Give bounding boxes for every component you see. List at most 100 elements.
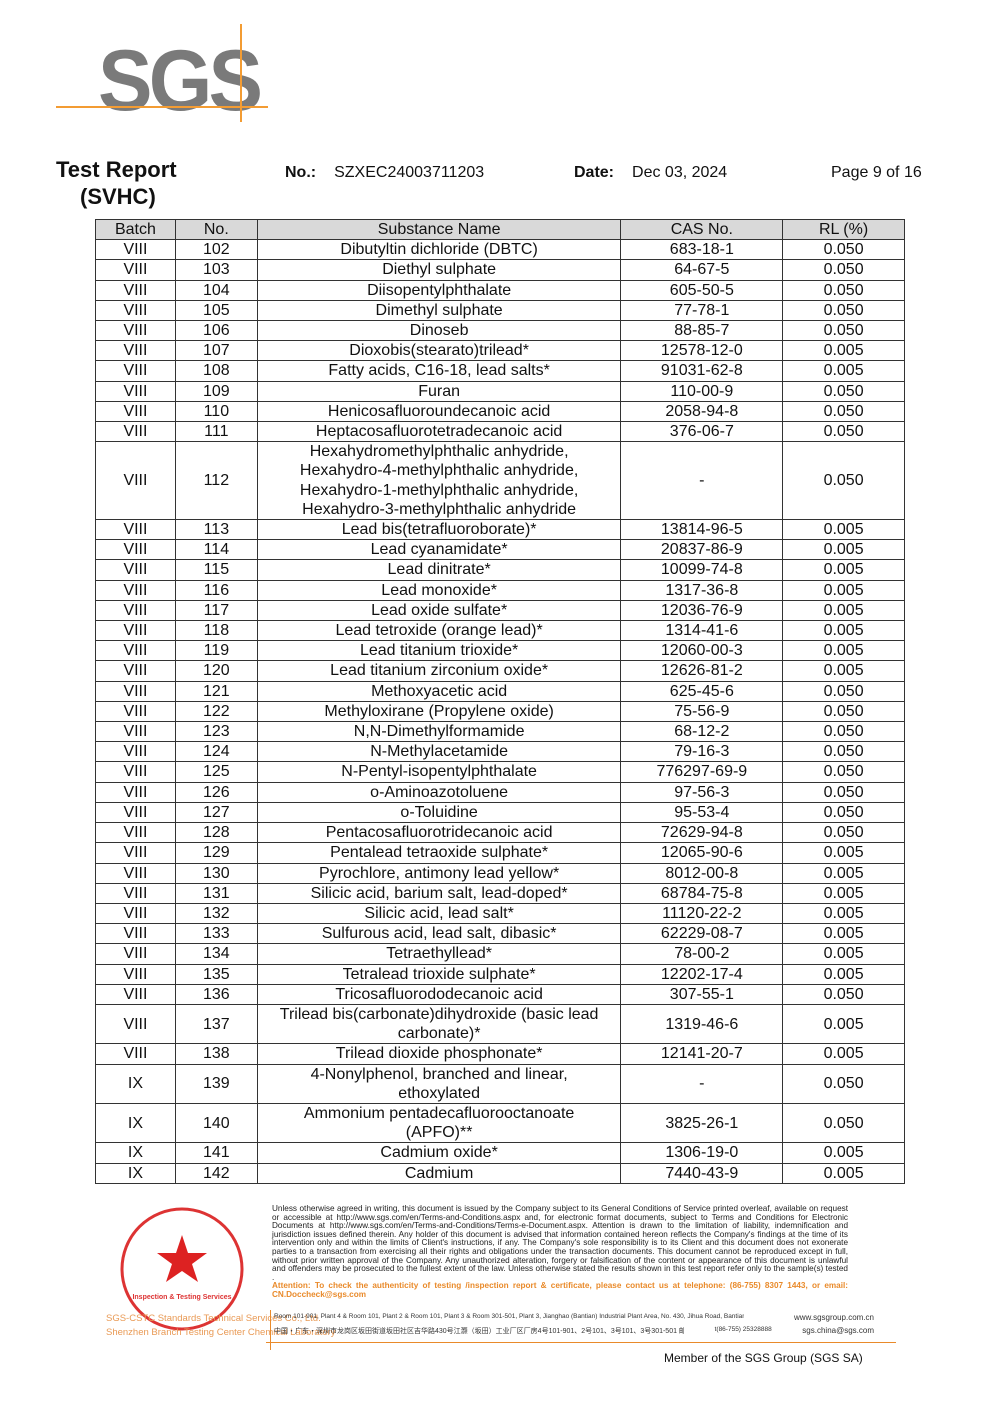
cell-no: 105 bbox=[174, 299, 258, 322]
header-cas: CAS No. bbox=[620, 218, 784, 241]
cell-substance: Diethyl sulphate bbox=[256, 259, 622, 281]
cell-no: 141 bbox=[174, 1142, 258, 1164]
cell-rl: 0.005 bbox=[782, 1162, 905, 1184]
cell-no: 125 bbox=[174, 761, 258, 783]
company-line-2: Shenzhen Branch Testing Center Chemical … bbox=[106, 1327, 336, 1338]
cell-rl: 0.005 bbox=[782, 1043, 905, 1065]
cell-substance: Ammonium pentadecafluorooctanoate (APFO)… bbox=[256, 1102, 622, 1144]
cell-cas: 110-00-9 bbox=[620, 380, 784, 402]
company-seal-stamp: Inspection & Testing Services bbox=[120, 1207, 244, 1331]
cell-rl: 0.050 bbox=[782, 279, 905, 301]
cell-rl: 0.005 bbox=[782, 842, 905, 864]
cell-no: 127 bbox=[174, 801, 258, 824]
cell-batch: VIII bbox=[95, 761, 176, 783]
footer-address: Room 101-901, Plant 4 & Room 101, Plant … bbox=[274, 1313, 874, 1336]
cell-substance: Sulfurous acid, lead salt, dibasic* bbox=[256, 923, 622, 945]
website[interactable]: www.sgsgroup.com.cn bbox=[793, 1313, 874, 1322]
table-row: IX 142 Cadmium 7440-43-9 0.005 bbox=[95, 1162, 905, 1184]
cell-rl: 0.050 bbox=[782, 1102, 905, 1144]
cell-batch: VIII bbox=[95, 923, 176, 945]
cell-no: 122 bbox=[174, 700, 258, 723]
cell-cas: - bbox=[620, 441, 784, 521]
table-row: VIII 109 Furan 110-00-9 0.050 bbox=[95, 380, 905, 402]
cell-no: 134 bbox=[174, 943, 258, 965]
logo-divider-vertical bbox=[240, 24, 242, 122]
header-no: No. bbox=[174, 218, 258, 241]
cell-batch: VIII bbox=[95, 963, 176, 985]
cell-no: 124 bbox=[174, 741, 258, 763]
cell-no: 111 bbox=[174, 421, 258, 443]
table-row: VIII 111 Heptacosafluorotetradecanoic acid… bbox=[95, 421, 905, 443]
cell-cas: 68784-75-8 bbox=[620, 882, 784, 904]
cell-batch: VIII bbox=[95, 239, 176, 261]
cell-cas: 12065-90-6 bbox=[620, 842, 784, 864]
cell-rl: 0.005 bbox=[782, 360, 905, 382]
table-row: VIII 120 Lead titanium zirconium oxide* 126… bbox=[95, 660, 905, 682]
cell-rl: 0.005 bbox=[782, 1142, 905, 1164]
cell-cas: 62229-08-7 bbox=[620, 923, 784, 945]
company-name: SGS-CSTC Standards Technical Services Co… bbox=[106, 1312, 336, 1340]
cell-cas: 20837-86-9 bbox=[620, 539, 784, 561]
cell-substance: Dibutyltin dichloride (DBTC) bbox=[256, 239, 622, 261]
cell-cas: 1306-19-0 bbox=[620, 1142, 784, 1164]
cell-batch: VIII bbox=[95, 680, 176, 702]
cell-substance: Furan bbox=[256, 380, 622, 402]
cell-cas: 376-06-7 bbox=[620, 421, 784, 443]
table-row: VIII 121 Methoxyacetic acid 625-45-6 0.050 bbox=[95, 680, 905, 702]
header-batch: Batch bbox=[95, 218, 176, 241]
cell-rl: 0.005 bbox=[782, 660, 905, 682]
table-row: VIII 105 Dimethyl sulphate 77-78-1 0.050 bbox=[95, 299, 905, 322]
cell-no: 102 bbox=[174, 239, 258, 261]
cell-no: 121 bbox=[174, 680, 258, 702]
cell-no: 119 bbox=[174, 640, 258, 662]
cell-rl: 0.050 bbox=[782, 259, 905, 281]
table-row: VIII 117 Lead oxide sulfate* 12036-76-9 0.00… bbox=[95, 599, 905, 622]
table-row: VIII 116 Lead monoxide* 1317-36-8 0.005 bbox=[95, 579, 905, 601]
cell-cas: 11120-22-2 bbox=[620, 902, 784, 925]
report-title: Test Report (SVHC) bbox=[56, 156, 177, 210]
cell-no: 116 bbox=[174, 579, 258, 601]
cell-batch: VIII bbox=[95, 380, 176, 402]
cell-cas: 776297-69-9 bbox=[620, 761, 784, 783]
cell-batch: VIII bbox=[95, 721, 176, 743]
cell-cas: 1314-41-6 bbox=[620, 620, 784, 642]
address-english: Room 101-901, Plant 4 & Room 101, Plant … bbox=[274, 1313, 744, 1320]
cell-rl: 0.005 bbox=[782, 923, 905, 945]
cell-cas: 13814-96-5 bbox=[620, 519, 784, 541]
cell-substance: Pentalead tetraoxide sulphate* bbox=[256, 842, 622, 864]
table-row: VIII 102 Dibutyltin dichloride (DBTC) 683-1… bbox=[95, 239, 905, 261]
cell-no: 109 bbox=[174, 380, 258, 402]
cell-no: 139 bbox=[174, 1063, 258, 1104]
cell-no: 120 bbox=[174, 660, 258, 682]
cell-cas: 75-56-9 bbox=[620, 700, 784, 723]
no-value: SZXEC24003711203 bbox=[334, 164, 485, 181]
cell-cas: 97-56-3 bbox=[620, 781, 784, 803]
table-row: VIII 113 Lead bis(tetrafluoroborate)* 13814… bbox=[95, 519, 905, 541]
cell-rl: 0.050 bbox=[782, 801, 905, 824]
cell-substance: Cadmium bbox=[256, 1162, 622, 1184]
cell-rl: 0.005 bbox=[782, 620, 905, 642]
cell-substance: N,N-Dimethylformamide bbox=[256, 721, 622, 743]
cell-cas: - bbox=[620, 1063, 784, 1104]
cell-substance: Pentacosafluorotridecanoic acid bbox=[256, 822, 622, 844]
email[interactable]: sgs.china@sgs.com bbox=[802, 1326, 874, 1335]
cell-cas: 3825-26-1 bbox=[620, 1102, 784, 1144]
cell-batch: VIII bbox=[95, 882, 176, 904]
table-row: VIII 106 Dinoseb 88-85-7 0.050 bbox=[95, 320, 905, 342]
cell-substance: Silicic acid, lead salt* bbox=[256, 902, 622, 925]
date-value: Dec 03, 2024 bbox=[632, 164, 728, 181]
page-number: Page 9 of 16 bbox=[831, 164, 922, 181]
cell-substance: Lead titanium trioxide* bbox=[256, 640, 622, 662]
cell-no: 131 bbox=[174, 882, 258, 904]
cell-no: 138 bbox=[174, 1043, 258, 1065]
title-text: Test Report bbox=[56, 157, 177, 182]
cell-cas: 7440-43-9 bbox=[620, 1162, 784, 1184]
cell-batch: VIII bbox=[95, 983, 176, 1005]
cell-batch: VIII bbox=[95, 660, 176, 682]
cell-substance: Diisopentylphthalate bbox=[256, 279, 622, 301]
cell-rl: 0.005 bbox=[782, 599, 905, 622]
title-subtitle: (SVHC) bbox=[80, 184, 156, 209]
cell-cas: 77-78-1 bbox=[620, 299, 784, 322]
cell-cas: 91031-62-8 bbox=[620, 360, 784, 382]
